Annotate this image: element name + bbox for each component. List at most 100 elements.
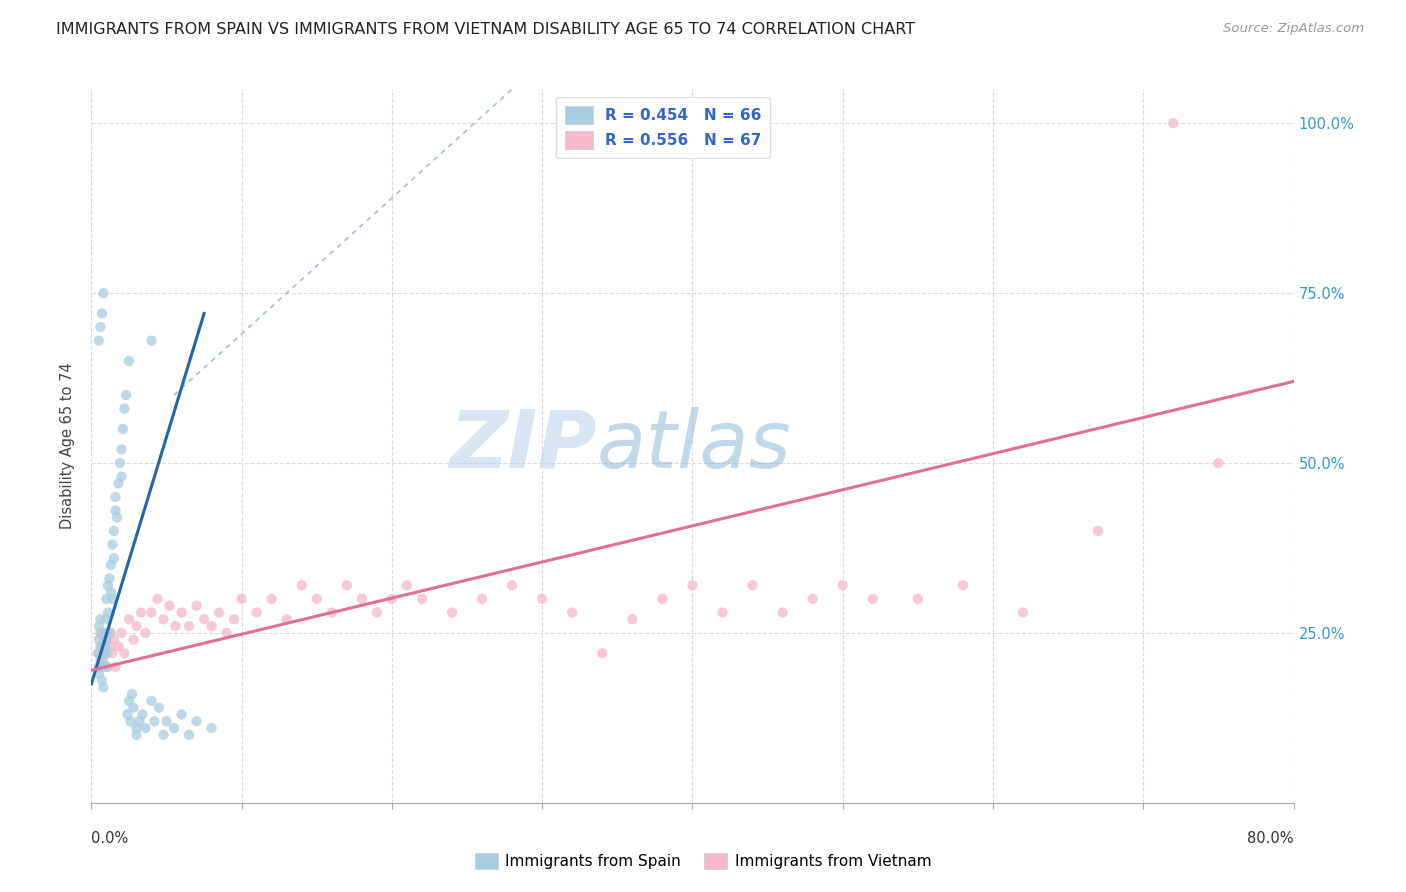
Point: [260, 591, 283, 606]
Point: [215, 626, 238, 640]
Point: [86, 646, 108, 660]
Point: [125, 619, 148, 633]
Point: [110, 442, 132, 457]
Point: [97, 606, 120, 620]
Point: [231, 591, 253, 606]
Point: [98, 626, 121, 640]
Point: [87, 660, 110, 674]
Point: [366, 606, 388, 620]
Point: [224, 612, 246, 626]
Point: [141, 606, 163, 620]
Point: [93, 646, 115, 660]
Point: [291, 578, 314, 592]
Point: [711, 606, 734, 620]
Point: [110, 469, 132, 483]
Point: [163, 721, 186, 735]
Point: [305, 591, 328, 606]
Point: [907, 591, 929, 606]
Point: [101, 591, 124, 606]
Point: [276, 612, 298, 626]
Point: [93, 680, 115, 694]
Point: [146, 591, 169, 606]
Point: [93, 286, 115, 301]
Point: [94, 626, 117, 640]
Point: [87, 660, 110, 674]
Point: [201, 721, 224, 735]
Point: [89, 653, 111, 667]
Point: [96, 632, 118, 647]
Point: [96, 646, 118, 660]
Point: [159, 599, 181, 613]
Point: [101, 537, 124, 551]
Point: [186, 714, 208, 729]
Point: [110, 626, 132, 640]
Point: [1012, 606, 1035, 620]
Point: [170, 606, 193, 620]
Point: [87, 334, 110, 348]
Point: [148, 700, 170, 714]
Point: [108, 456, 131, 470]
Point: [177, 619, 200, 633]
Point: [155, 714, 177, 729]
Point: [121, 687, 143, 701]
Point: [104, 490, 127, 504]
Point: [321, 606, 343, 620]
Point: [129, 606, 152, 620]
Point: [741, 578, 763, 592]
Point: [96, 660, 118, 674]
Point: [141, 334, 163, 348]
Point: [111, 422, 134, 436]
Point: [117, 707, 139, 722]
Point: [120, 714, 142, 729]
Point: [411, 591, 433, 606]
Point: [103, 524, 125, 538]
Point: [90, 660, 112, 674]
Point: [246, 606, 269, 620]
Point: [134, 626, 156, 640]
Point: [101, 646, 124, 660]
Point: [118, 354, 141, 368]
Point: [104, 503, 127, 517]
Point: [122, 700, 145, 714]
Point: [87, 632, 110, 647]
Point: [591, 646, 613, 660]
Point: [89, 612, 111, 626]
Point: [471, 591, 494, 606]
Point: [96, 591, 118, 606]
Point: [201, 619, 224, 633]
Point: [97, 578, 120, 592]
Text: IMMIGRANTS FROM SPAIN VS IMMIGRANTS FROM VIETNAM DISABILITY AGE 65 TO 74 CORRELA: IMMIGRANTS FROM SPAIN VS IMMIGRANTS FROM…: [56, 22, 915, 37]
Point: [87, 646, 110, 660]
Point: [98, 640, 121, 654]
Point: [87, 619, 110, 633]
Point: [862, 591, 884, 606]
Point: [128, 714, 150, 729]
Point: [115, 388, 138, 402]
Point: [1087, 524, 1109, 538]
Point: [1208, 456, 1230, 470]
Point: [114, 401, 136, 416]
Point: [336, 578, 359, 592]
Point: [350, 591, 373, 606]
Point: [1161, 116, 1184, 130]
Legend: R = 0.454   N = 66, R = 0.556   N = 67: R = 0.454 N = 66, R = 0.556 N = 67: [555, 97, 770, 158]
Point: [125, 721, 148, 735]
Point: [118, 694, 141, 708]
Point: [177, 728, 200, 742]
Point: [165, 619, 187, 633]
Point: [89, 626, 111, 640]
Point: [100, 585, 122, 599]
Point: [114, 646, 136, 660]
Point: [90, 626, 112, 640]
Point: [89, 320, 111, 334]
Point: [107, 476, 129, 491]
Point: [98, 572, 121, 586]
Point: [100, 558, 122, 572]
Point: [772, 606, 794, 620]
Point: [193, 612, 215, 626]
Point: [131, 707, 153, 722]
Point: [152, 728, 174, 742]
Text: ZIP: ZIP: [449, 407, 596, 485]
Point: [395, 578, 418, 592]
Point: [93, 653, 115, 667]
